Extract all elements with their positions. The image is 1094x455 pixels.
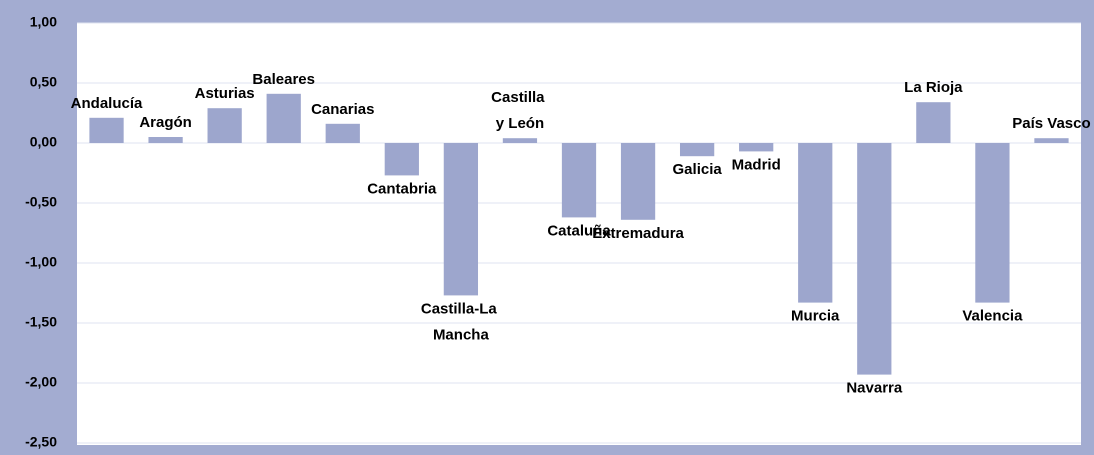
bar (1034, 138, 1069, 143)
category-label: Navarra (846, 380, 903, 397)
category-label: Aragón (139, 114, 192, 131)
category-label: País Vasco (1012, 115, 1090, 132)
category-label: La Rioja (904, 79, 963, 96)
y-tick-label: -2,00 (25, 374, 57, 390)
category-label: Asturias (195, 85, 255, 102)
bar (266, 93, 301, 143)
category-label: Murcia (791, 308, 840, 325)
bar (975, 143, 1010, 303)
label-line: Mancha (433, 326, 490, 343)
category-label: Extremadura (592, 225, 684, 242)
category-label: Castilla y León (491, 89, 549, 132)
category-label: Castilla-La Mancha (421, 300, 501, 343)
category-label: Andalucía (71, 95, 143, 112)
label-line: Castilla (491, 89, 549, 106)
bar (798, 143, 833, 303)
category-label: Madrid (732, 156, 781, 173)
bar (916, 102, 951, 143)
bar (857, 143, 892, 375)
bar (502, 138, 538, 143)
label-line: y León (496, 115, 544, 132)
bar (384, 143, 419, 176)
bar (89, 117, 124, 143)
bar (620, 143, 656, 220)
category-label: Cataluña (547, 222, 611, 239)
category-label: Canarias (311, 101, 374, 118)
y-tick-label: 0,00 (30, 134, 57, 150)
category-label: Baleares (252, 71, 315, 88)
bar (443, 143, 479, 296)
bar (561, 143, 597, 218)
y-tick-label: 0,50 (30, 74, 57, 90)
y-tick-label: -1,50 (25, 314, 57, 330)
y-tick-label: -0,50 (25, 194, 57, 210)
y-tick-label: 1,00 (30, 14, 57, 30)
category-label: Valencia (962, 308, 1023, 325)
category-label: Galicia (673, 161, 723, 178)
bar (207, 108, 242, 143)
y-tick-label: -2,50 (25, 434, 57, 450)
y-tick-label: -1,00 (25, 254, 57, 270)
bar (148, 137, 183, 143)
label-line: Castilla-La (421, 300, 501, 317)
category-label: Cantabria (367, 180, 437, 197)
bar (739, 143, 774, 152)
bar (679, 143, 715, 157)
bar (325, 123, 360, 143)
plot-area (77, 23, 1081, 445)
